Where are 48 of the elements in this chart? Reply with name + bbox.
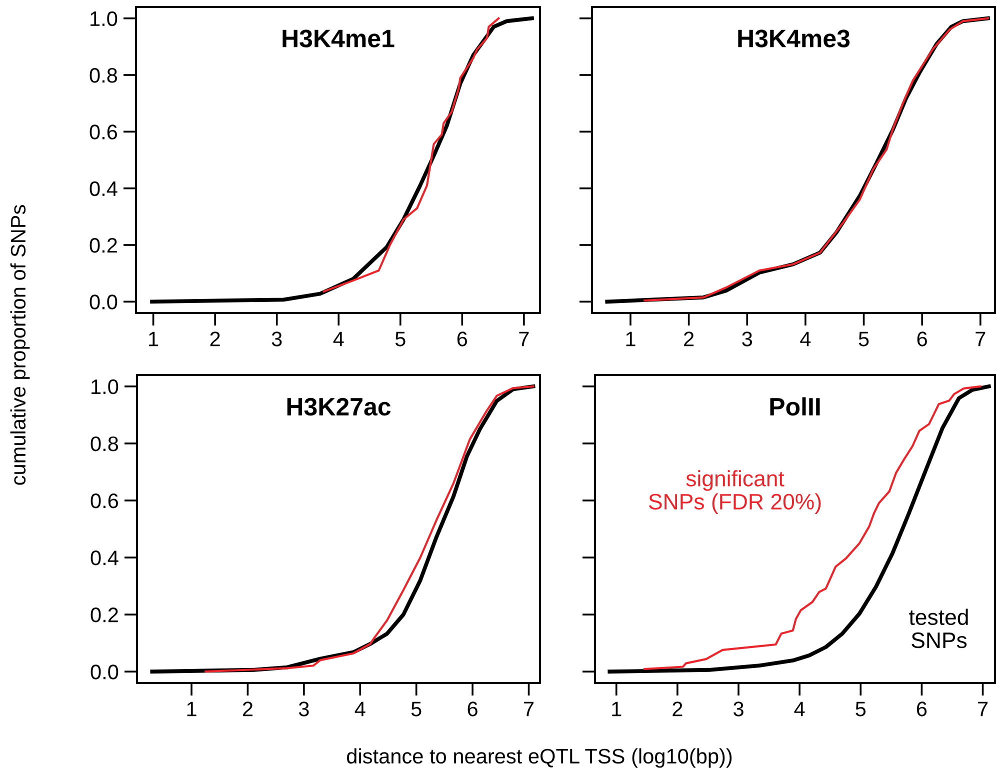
text: H3K4me3	[738, 30, 850, 48]
x-axis-title: distance to nearest eQTL TSS (log10(bp))	[347, 748, 732, 768]
x-tick-label: 6	[468, 702, 478, 716]
x-tick-label: 5	[858, 332, 869, 346]
y-tick-label: 0.8	[90, 68, 118, 83]
y-tick-label: 0.2	[90, 238, 117, 253]
x-tick-label: 4	[800, 332, 811, 346]
y-tick-label: 0.0	[90, 664, 118, 680]
x-tick-label: 3	[742, 332, 752, 346]
x-tick-label: 2	[242, 702, 252, 716]
x-tick-label: 1	[626, 332, 636, 346]
x-tick-label: 4	[333, 332, 344, 346]
x-tick-label: 1	[149, 332, 158, 346]
x-tick-label: 5	[411, 702, 422, 716]
x-tick-label: 5	[395, 332, 406, 346]
annotation: significant SNPs (FDR 20%)	[648, 470, 821, 514]
y-tick-label: 1.0	[90, 11, 118, 26]
x-tick-label: 2	[672, 702, 682, 716]
x-tick-label: 1	[187, 702, 196, 716]
y-tick-label: 0.6	[90, 124, 118, 140]
text: H3K27ac	[287, 398, 391, 416]
y-tick-label: 0.4	[90, 550, 118, 566]
y-tick-label: 0.0	[90, 294, 118, 310]
x-tick-label: 7	[519, 332, 529, 346]
text: H3K4me1	[282, 30, 394, 48]
y-tick-label: 0.6	[90, 493, 118, 508]
y-tick-label: 0.2	[90, 608, 118, 622]
x-tick-label: 6	[916, 702, 927, 716]
x-tick-label: 3	[298, 702, 309, 716]
x-tick-label: 4	[794, 702, 805, 716]
x-tick-label: 2	[210, 332, 220, 346]
x-tick-label: 7	[978, 702, 988, 716]
x-tick-label: 3	[272, 332, 282, 346]
x-tick-label: 7	[524, 702, 534, 716]
y-tick-label: 1.0	[92, 379, 118, 394]
y-tick-label: 0.4	[90, 181, 118, 196]
x-tick-label: 5	[856, 702, 866, 716]
x-tick-label: 7	[976, 332, 986, 346]
x-tick-label: 6	[917, 332, 927, 346]
text: PolII	[770, 397, 820, 416]
annotation: tested SNPs	[909, 608, 968, 648]
x-tick-label: 3	[734, 702, 744, 716]
y-tick-label: 0.8	[90, 436, 118, 452]
x-tick-label: 6	[457, 332, 468, 346]
x-tick-label: 2	[684, 332, 694, 346]
y-axis-title: cumulative proportion of SNPs	[10, 205, 30, 485]
x-tick-label: 1	[612, 702, 622, 716]
x-tick-label: 4	[354, 702, 366, 716]
